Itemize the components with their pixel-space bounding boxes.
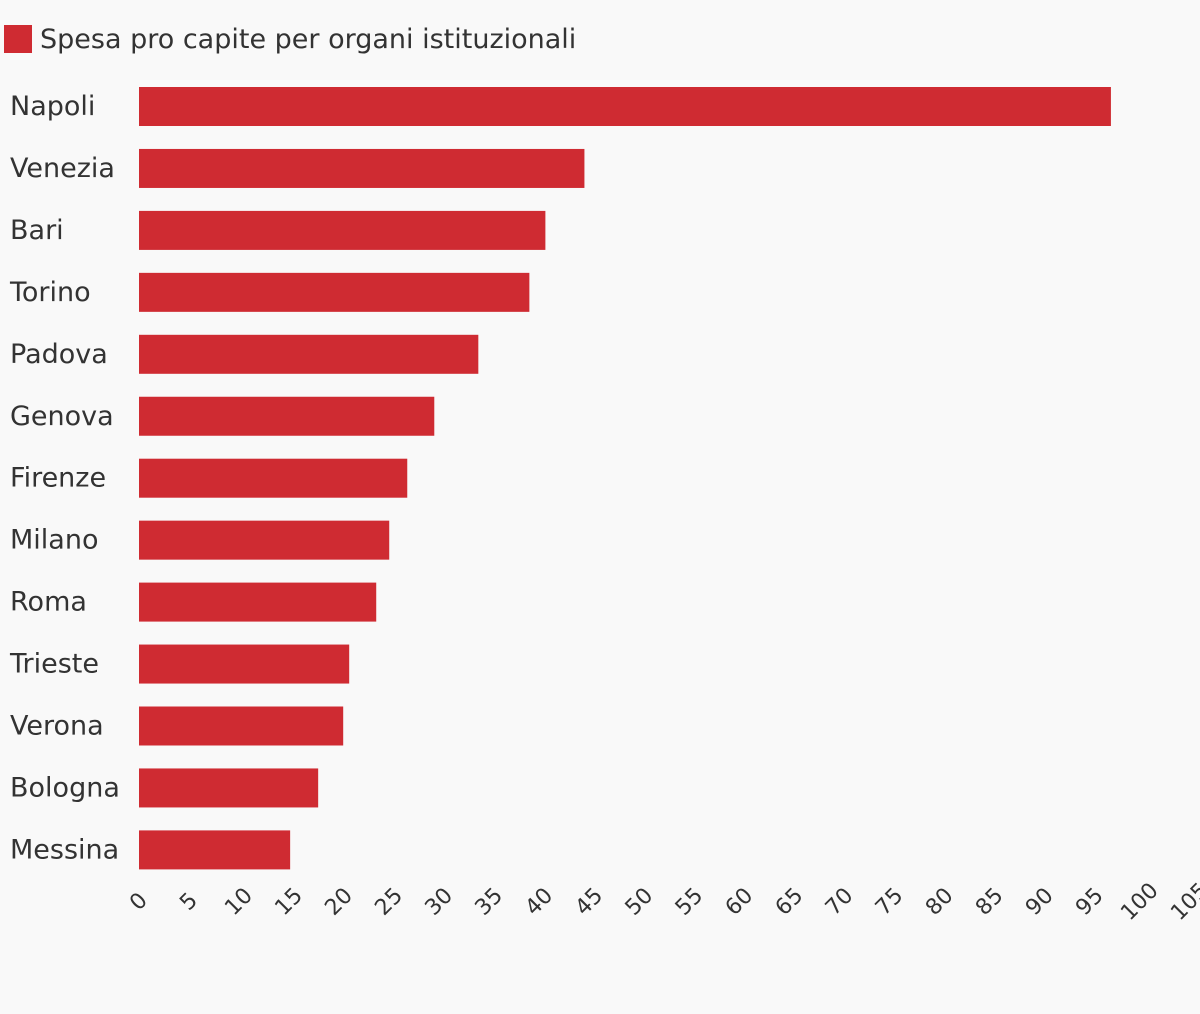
x-tick-label: 90 (1021, 883, 1058, 920)
category-label: Firenze (10, 463, 106, 494)
x-tick-label: 75 (871, 883, 908, 920)
category-label: Bologna (10, 772, 120, 803)
category-label: Messina (10, 834, 119, 865)
category-label: Bari (10, 215, 64, 246)
bar (139, 706, 344, 746)
legend-swatch (4, 25, 32, 53)
bar (139, 520, 390, 560)
category-label: Roma (10, 587, 87, 618)
bar (139, 396, 435, 436)
bar (139, 582, 377, 622)
x-tick-label: 100 (1116, 878, 1163, 925)
x-tick-label: 5 (175, 888, 203, 916)
x-tick-label: 0 (125, 888, 153, 916)
category-label: Venezia (10, 153, 115, 184)
category-label: Torino (9, 277, 91, 308)
bar (139, 210, 546, 250)
category-label: Milano (10, 525, 98, 556)
category-label: Genova (10, 401, 114, 432)
x-tick-label: 10 (220, 883, 257, 920)
x-tick-label: 15 (270, 883, 307, 920)
x-tick-label: 25 (370, 883, 407, 920)
x-tick-label: 60 (721, 883, 758, 920)
category-label: Padova (10, 339, 108, 370)
bar (139, 458, 408, 498)
x-tick-label: 20 (320, 883, 357, 920)
legend-label: Spesa pro capite per organi istituzional… (40, 23, 577, 55)
x-tick-label: 70 (821, 883, 858, 920)
x-tick-label: 85 (971, 883, 1008, 920)
x-tick-label: 40 (521, 883, 558, 920)
x-tick-label: 65 (771, 883, 808, 920)
bar (139, 148, 585, 188)
category-label: Napoli (10, 91, 95, 122)
bar (139, 334, 479, 374)
x-tick-label: 30 (421, 883, 458, 920)
x-tick-label: 95 (1071, 883, 1108, 920)
x-tick-label: 80 (921, 883, 958, 920)
x-tick-label: 45 (571, 883, 608, 920)
bar (139, 272, 530, 312)
category-label: Verona (10, 711, 104, 742)
bar (139, 644, 350, 684)
x-tick-label: 35 (471, 883, 508, 920)
legend: Spesa pro capite per organi istituzional… (4, 23, 577, 55)
bar (139, 830, 291, 870)
x-tick-label: 50 (621, 883, 658, 920)
bar (139, 768, 319, 808)
bar (139, 87, 1111, 126)
category-label: Trieste (9, 649, 99, 680)
x-tick-label: 105 (1166, 878, 1200, 925)
x-tick-label: 55 (671, 883, 708, 920)
